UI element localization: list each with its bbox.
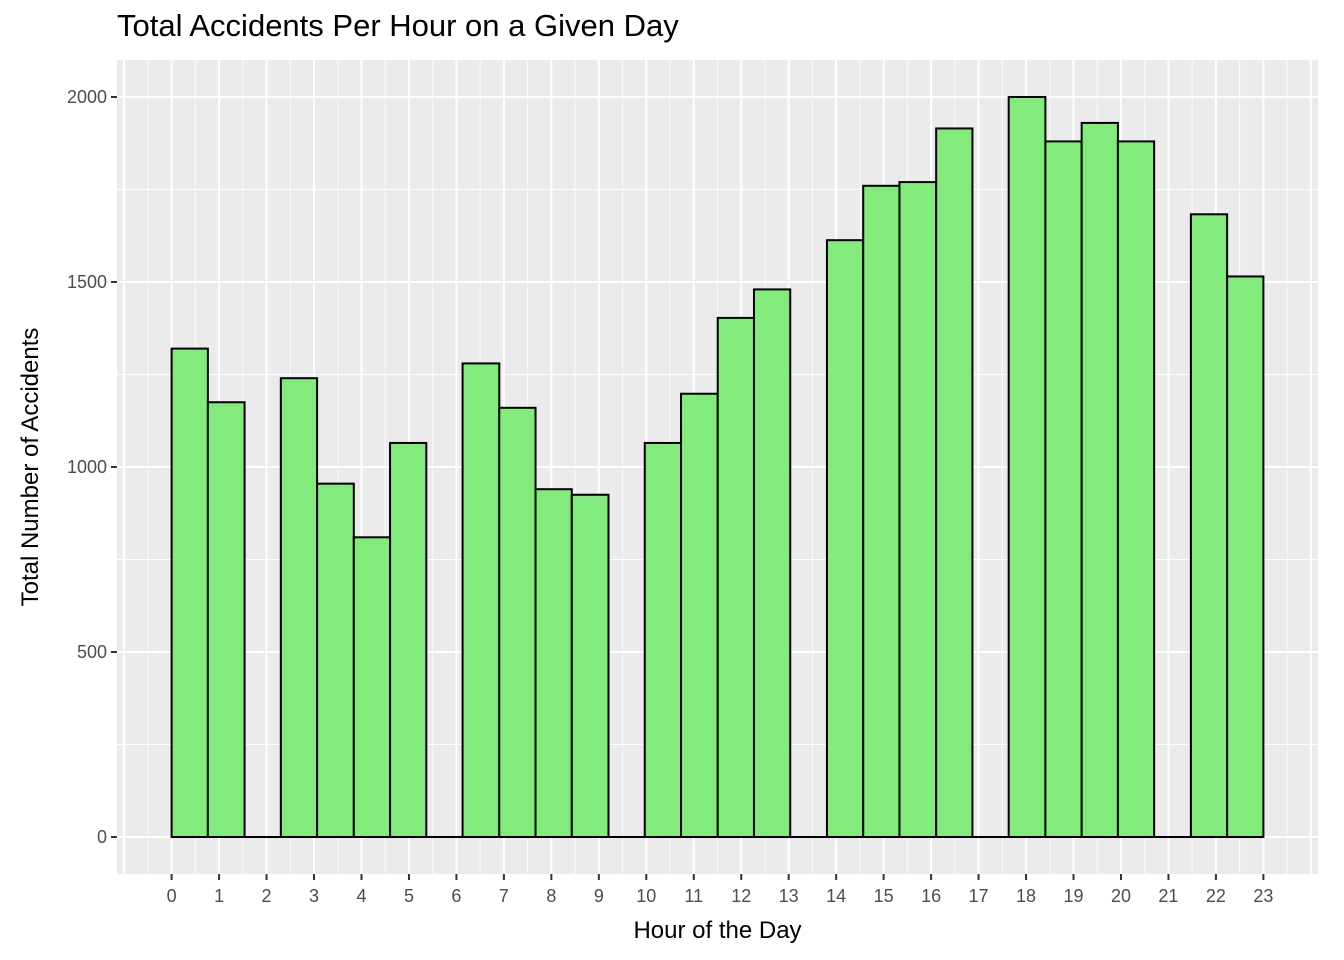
x-axis-title: Hour of the Day: [633, 917, 801, 944]
x-tick-label: 23: [1253, 886, 1273, 906]
bar: [279, 377, 319, 838]
bar: [534, 488, 573, 838]
bar: [752, 288, 792, 838]
x-tick-label: 12: [731, 886, 751, 906]
bar: [680, 392, 719, 838]
x-tick-label: 20: [1111, 886, 1131, 906]
x-tick-label: 19: [1063, 886, 1083, 906]
x-tick-label: 7: [499, 886, 509, 906]
x-tick-label: 17: [969, 886, 989, 906]
bar: [825, 239, 865, 838]
x-tick-label: 9: [594, 886, 604, 906]
chart-title: Total Accidents Per Hour on a Given Day: [117, 8, 679, 43]
bar: [570, 493, 610, 838]
y-tick-label: 1500: [67, 272, 107, 292]
x-tick-label: 4: [356, 886, 366, 906]
bar: [316, 482, 355, 838]
bar: [643, 441, 683, 838]
y-axis: 0 500 1000 1500 2000: [67, 87, 117, 847]
bar: [389, 441, 428, 838]
x-tick-label: 15: [874, 886, 894, 906]
bar: [352, 536, 392, 838]
bar: [461, 362, 501, 838]
x-tick-label: 10: [636, 886, 656, 906]
bar: [1226, 275, 1265, 838]
x-tick-label: 2: [262, 886, 272, 906]
bar: [206, 401, 246, 838]
bar: [898, 181, 938, 839]
y-tick-label: 1000: [67, 457, 107, 477]
x-tick-label: 5: [404, 886, 414, 906]
x-tick-label: 22: [1206, 886, 1226, 906]
bar: [170, 347, 209, 838]
bar: [862, 184, 901, 839]
x-tick-label: 16: [921, 886, 941, 906]
bar: [1189, 213, 1229, 839]
bar: [716, 316, 755, 838]
x-tick-label: 8: [546, 886, 556, 906]
x-axis: 0 1 2 3 4 5 6 7 8 9 10 11 12 13 14 15 16 17 18 19 20 21 22 23: [167, 874, 1273, 906]
bar: [498, 406, 537, 838]
bar: [1007, 96, 1047, 838]
bar: [1116, 140, 1156, 838]
x-tick-label: 13: [779, 886, 799, 906]
bars: [170, 96, 1265, 839]
x-tick-label: 18: [1016, 886, 1036, 906]
x-tick-label: 11: [684, 886, 703, 906]
y-axis-title: Total Number of Accidents: [17, 328, 44, 607]
y-tick-label: 0: [97, 827, 107, 847]
x-tick-label: 1: [214, 886, 224, 906]
x-tick-label: 21: [1158, 886, 1178, 906]
x-tick-label: 6: [451, 886, 461, 906]
y-tick-label: 500: [77, 642, 107, 662]
bar: [935, 127, 974, 838]
bar: [1080, 121, 1119, 838]
x-tick-label: 0: [167, 886, 177, 906]
x-tick-label: 3: [309, 886, 319, 906]
y-tick-label: 2000: [67, 87, 107, 107]
bar: [1044, 140, 1083, 838]
x-tick-label: 14: [826, 886, 846, 906]
